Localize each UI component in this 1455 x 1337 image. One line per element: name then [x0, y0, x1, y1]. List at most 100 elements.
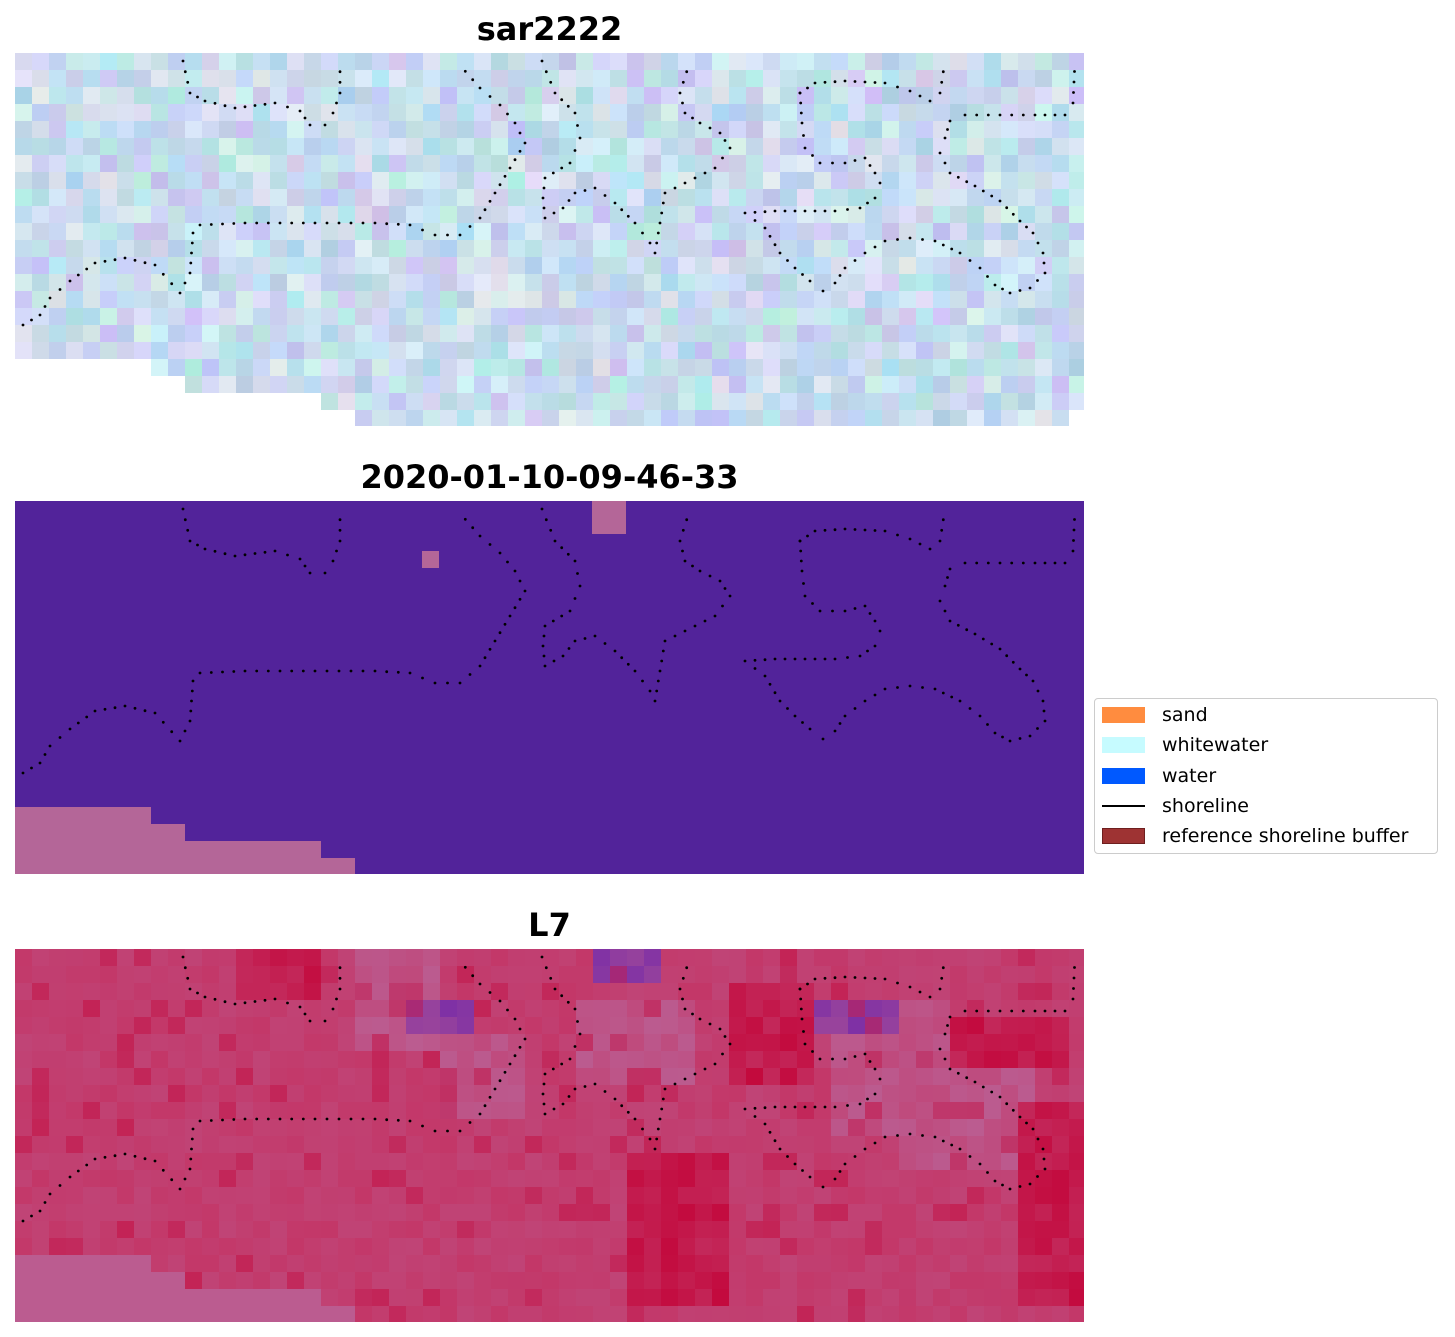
shoreline-dot — [513, 569, 517, 573]
pixel — [457, 1068, 474, 1085]
pixel — [32, 240, 49, 257]
shoreline-dot — [753, 667, 757, 670]
pixel — [525, 138, 542, 155]
shoreline-dot — [626, 214, 630, 218]
pixel — [916, 1170, 933, 1187]
pixel — [1001, 1289, 1018, 1306]
pixel — [100, 104, 117, 121]
shoreline-dot — [478, 982, 482, 986]
shoreline-dot — [290, 221, 294, 225]
pixel — [440, 70, 457, 87]
shoreline-dot — [656, 231, 660, 235]
pixel — [253, 1238, 270, 1255]
shoreline-dot — [743, 659, 747, 663]
shoreline-dot — [30, 1214, 33, 1218]
pixel — [542, 1119, 559, 1136]
pixel — [83, 1153, 100, 1170]
shoreline-dot — [946, 1024, 949, 1027]
pixel — [780, 138, 797, 155]
pixel — [882, 1255, 899, 1272]
pixel — [525, 1153, 542, 1170]
pixel — [321, 1085, 338, 1102]
pixel — [270, 1017, 287, 1034]
pixel — [253, 1187, 270, 1204]
pixel — [644, 1221, 661, 1238]
pixel — [440, 393, 457, 410]
shoreline-dot — [518, 1045, 522, 1049]
shoreline-dot — [833, 209, 837, 213]
shoreline-dot — [883, 239, 887, 243]
shoreline-dot — [561, 206, 565, 210]
pixel — [933, 1119, 950, 1136]
pixel — [967, 1068, 984, 1085]
pixel — [882, 53, 899, 70]
pixel — [1035, 308, 1052, 325]
pixel — [593, 949, 610, 966]
pixel — [950, 1051, 967, 1068]
pixel — [168, 1204, 185, 1221]
shoreline-dot — [221, 222, 224, 226]
pixel — [797, 1221, 814, 1238]
pixel — [66, 949, 83, 966]
pixel — [559, 393, 576, 410]
pixel — [695, 376, 712, 393]
pixel — [814, 172, 831, 189]
pixel — [814, 1238, 831, 1255]
shoreline-dot — [85, 267, 89, 271]
shoreline-dot — [43, 753, 47, 756]
pixel — [270, 223, 287, 240]
pixel — [491, 1102, 508, 1119]
pixel — [627, 104, 644, 121]
pixel — [423, 1017, 440, 1034]
pixel — [593, 87, 610, 104]
pixel — [627, 376, 644, 393]
pixel — [695, 138, 712, 155]
pixel — [15, 1136, 32, 1153]
pixel — [695, 223, 712, 240]
shoreline-dot — [1010, 1009, 1014, 1013]
pixel — [304, 138, 321, 155]
pixel — [950, 172, 967, 189]
shoreline-dot — [873, 81, 877, 84]
shoreline-dot — [799, 1007, 803, 1011]
pixel — [780, 274, 797, 291]
pixel — [712, 410, 729, 426]
pixel — [185, 240, 202, 257]
pixel — [610, 1170, 627, 1187]
shoreline-dot — [633, 669, 637, 673]
pixel — [253, 1017, 270, 1034]
pixel — [576, 1272, 593, 1289]
pixel — [474, 1153, 491, 1170]
pixel — [355, 1153, 372, 1170]
pixel — [695, 1000, 712, 1017]
shoreline-dot — [266, 1117, 270, 1121]
pixel — [389, 121, 406, 138]
pixel — [763, 155, 780, 172]
pixel — [559, 291, 576, 308]
legend: sand whitewater water shoreline referenc… — [1094, 698, 1438, 854]
pixel — [593, 206, 610, 223]
shoreline-dot — [633, 1117, 637, 1121]
pixel — [185, 1170, 202, 1187]
pixel — [1001, 104, 1018, 121]
shoreline-dot — [918, 542, 922, 546]
pixel — [644, 308, 661, 325]
pixel — [729, 291, 746, 308]
pixel — [117, 172, 134, 189]
pixel — [899, 949, 916, 966]
pixel — [474, 1034, 491, 1051]
pixel — [474, 121, 491, 138]
pixel — [66, 1187, 83, 1204]
pixel — [15, 87, 32, 104]
pixel — [712, 104, 729, 121]
pixel — [729, 138, 746, 155]
shoreline-dot — [361, 669, 365, 673]
pixel — [746, 70, 763, 87]
pixel — [695, 1051, 712, 1068]
shoreline-dot — [626, 1110, 630, 1114]
pixel — [882, 291, 899, 308]
pixel — [304, 87, 321, 104]
shoreline-dot — [196, 991, 199, 995]
shoreline-dot — [713, 166, 717, 170]
pixel — [32, 257, 49, 274]
